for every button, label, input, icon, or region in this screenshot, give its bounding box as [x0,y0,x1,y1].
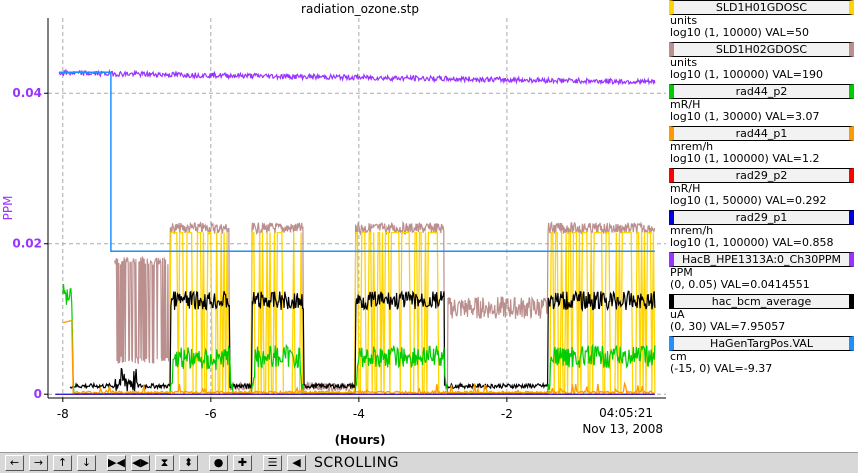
y-tick-label-1: 0.02 [12,237,42,251]
series-hagentargpos [59,71,655,253]
toolbar: ← → ↑ ↓ ▶◀ ◀▶ ⧗ ⬍ ● ✚ ☰ ◀ SCROLLING [0,452,858,473]
x-tick-label-1: -6 [205,407,217,421]
legend-series-name[interactable]: rad44_p2 [669,84,854,99]
zoom-in-x-button[interactable]: ▶◀ [107,455,126,471]
series-rad44-p2 [62,283,656,395]
end-time-label: 04:05:21 [599,406,653,420]
record-button[interactable]: ● [209,455,228,471]
y-tick-label-2: 0.04 [12,86,42,100]
x-axis-label: (Hours) [335,433,386,447]
autoscale-button[interactable]: ☰ [263,455,282,471]
x-tick-label-2: -4 [353,407,365,421]
legend-series-unit: units [670,14,698,27]
legend-series-scale: (-15, 0) VAL=-9.37 [670,362,773,375]
y-tick-label-0: 0 [34,387,42,401]
series-sld1h01gdosc [166,231,656,394]
series-hac-bcm-average [69,290,656,392]
legend-series-unit: uA [670,308,685,321]
legend-series-unit: mR/H [670,98,701,111]
legend-series-name[interactable]: hac_bcm_average [669,294,854,309]
legend-series-unit: cm [670,350,687,363]
chart-svg[interactable]: -8 -6 -4 -2 0 0.02 0.04 PPM (Hours) 04:05:21 Nov 1… [0,0,668,452]
legend-series-unit: mrem/h [670,224,714,237]
legend-series-unit: PPM [670,266,693,279]
legend-series-name[interactable]: rad44_p1 [669,126,854,141]
plot-area[interactable]: radiation_ozone.stp -8 -6 -4 -2 0 0.02 0.04 PPM… [0,0,668,452]
series-hacb-hpe1313a-ch30ppm [58,68,656,86]
scrolling-status: SCROLLING [314,455,399,471]
legend-series-unit: units [670,56,698,69]
legend-series-scale: log10 (1, 100000) VAL=190 [670,68,824,81]
legend-series-scale: log10 (1, 50000) VAL=0.292 [670,194,827,207]
scroll-up-button[interactable]: ↑ [53,455,72,471]
series-rad44-p1 [62,319,655,396]
end-date-label: Nov 13, 2008 [582,422,663,436]
legend-series-scale: log10 (1, 100000) VAL=0.858 [670,236,834,249]
legend-series-name[interactable]: rad29_p2 [669,168,854,183]
x-tick-label-3: -2 [501,407,513,421]
crosshair-button[interactable]: ✚ [233,455,252,471]
legend-series-name[interactable]: rad29_p1 [669,210,854,225]
legend-series-scale: (0, 0.05) VAL=0.0414551 [670,278,810,291]
legend-series-scale: log10 (1, 100000) VAL=1.2 [670,152,820,165]
legend-series-name[interactable]: SLD1H02GDOSC [669,42,854,57]
legend: SLD1H01GDOSC units log10 (1, 10000) VAL=50… [668,0,858,452]
legend-series-name[interactable]: SLD1H01GDOSC [669,0,854,15]
y-axis-label: PPM [1,196,15,221]
series-sld1h02gdosc [114,220,656,393]
scroll-left-button[interactable]: ← [5,455,24,471]
zoom-out-x-button[interactable]: ◀▶ [131,455,150,471]
chart-title: radiation_ozone.stp [301,2,419,16]
scroll-down-button[interactable]: ↓ [77,455,96,471]
legend-series-scale: (0, 30) VAL=7.95057 [670,320,786,333]
legend-series-scale: log10 (1, 30000) VAL=3.07 [670,110,820,123]
legend-series-unit: mR/H [670,182,701,195]
legend-series-name[interactable]: HaGenTargPos.VAL [669,336,854,351]
zoom-in-y-button[interactable]: ⧗ [155,455,174,471]
x-tick-label-0: -8 [57,407,69,421]
series-group [55,68,656,396]
legend-series-unit: mrem/h [670,140,714,153]
scroll-mode-button[interactable]: ◀ [287,455,306,471]
zoom-out-y-button[interactable]: ⬍ [179,455,198,471]
scroll-right-button[interactable]: → [29,455,48,471]
legend-series-name[interactable]: HacB_HPE1313A:0_Ch30PPM [669,252,854,267]
legend-series-scale: log10 (1, 10000) VAL=50 [670,26,810,39]
